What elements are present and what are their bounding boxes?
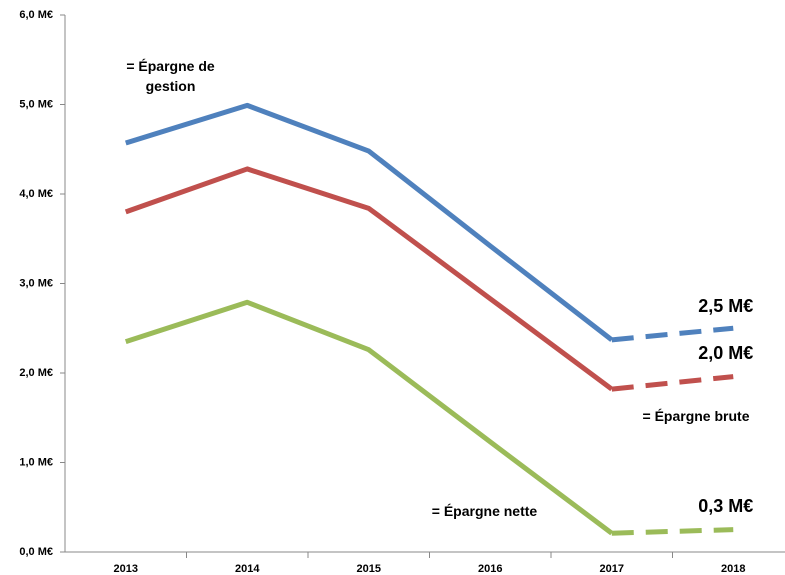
x-tick-label: 2018 [721,563,745,575]
series-line-dashed [611,325,734,343]
x-tick-label: 2013 [114,563,138,575]
x-tick-label: 2017 [600,563,624,575]
y-tick-label: 4,0 M€ [19,188,53,200]
series-line-dashed [611,527,734,536]
series-line [125,102,614,342]
y-tick-label: 1,0 M€ [19,456,53,468]
y-tick-label: 5,0 M€ [19,98,53,110]
value-label: 2,5 M€ [698,296,754,316]
series-label: = Épargne brute [642,408,750,424]
x-tick-label: 2016 [478,563,502,575]
series-label: = Épargne de gestion [126,58,215,94]
x-tick-label: 2015 [357,563,381,575]
y-tick-label: 2,0 M€ [19,367,53,379]
value-label: 0,3 M€ [698,496,754,516]
series-line [124,299,614,536]
value-label: 2,0 M€ [698,343,754,363]
y-tick-label: 6,0 M€ [19,9,53,21]
y-tick-label: 0,0 M€ [19,546,53,558]
y-tick-label: 3,0 M€ [19,277,53,289]
x-tick-label: 2014 [235,563,260,575]
series-line-dashed [611,374,734,392]
series-line [124,166,614,392]
series-label: = Épargne nette [431,503,538,519]
